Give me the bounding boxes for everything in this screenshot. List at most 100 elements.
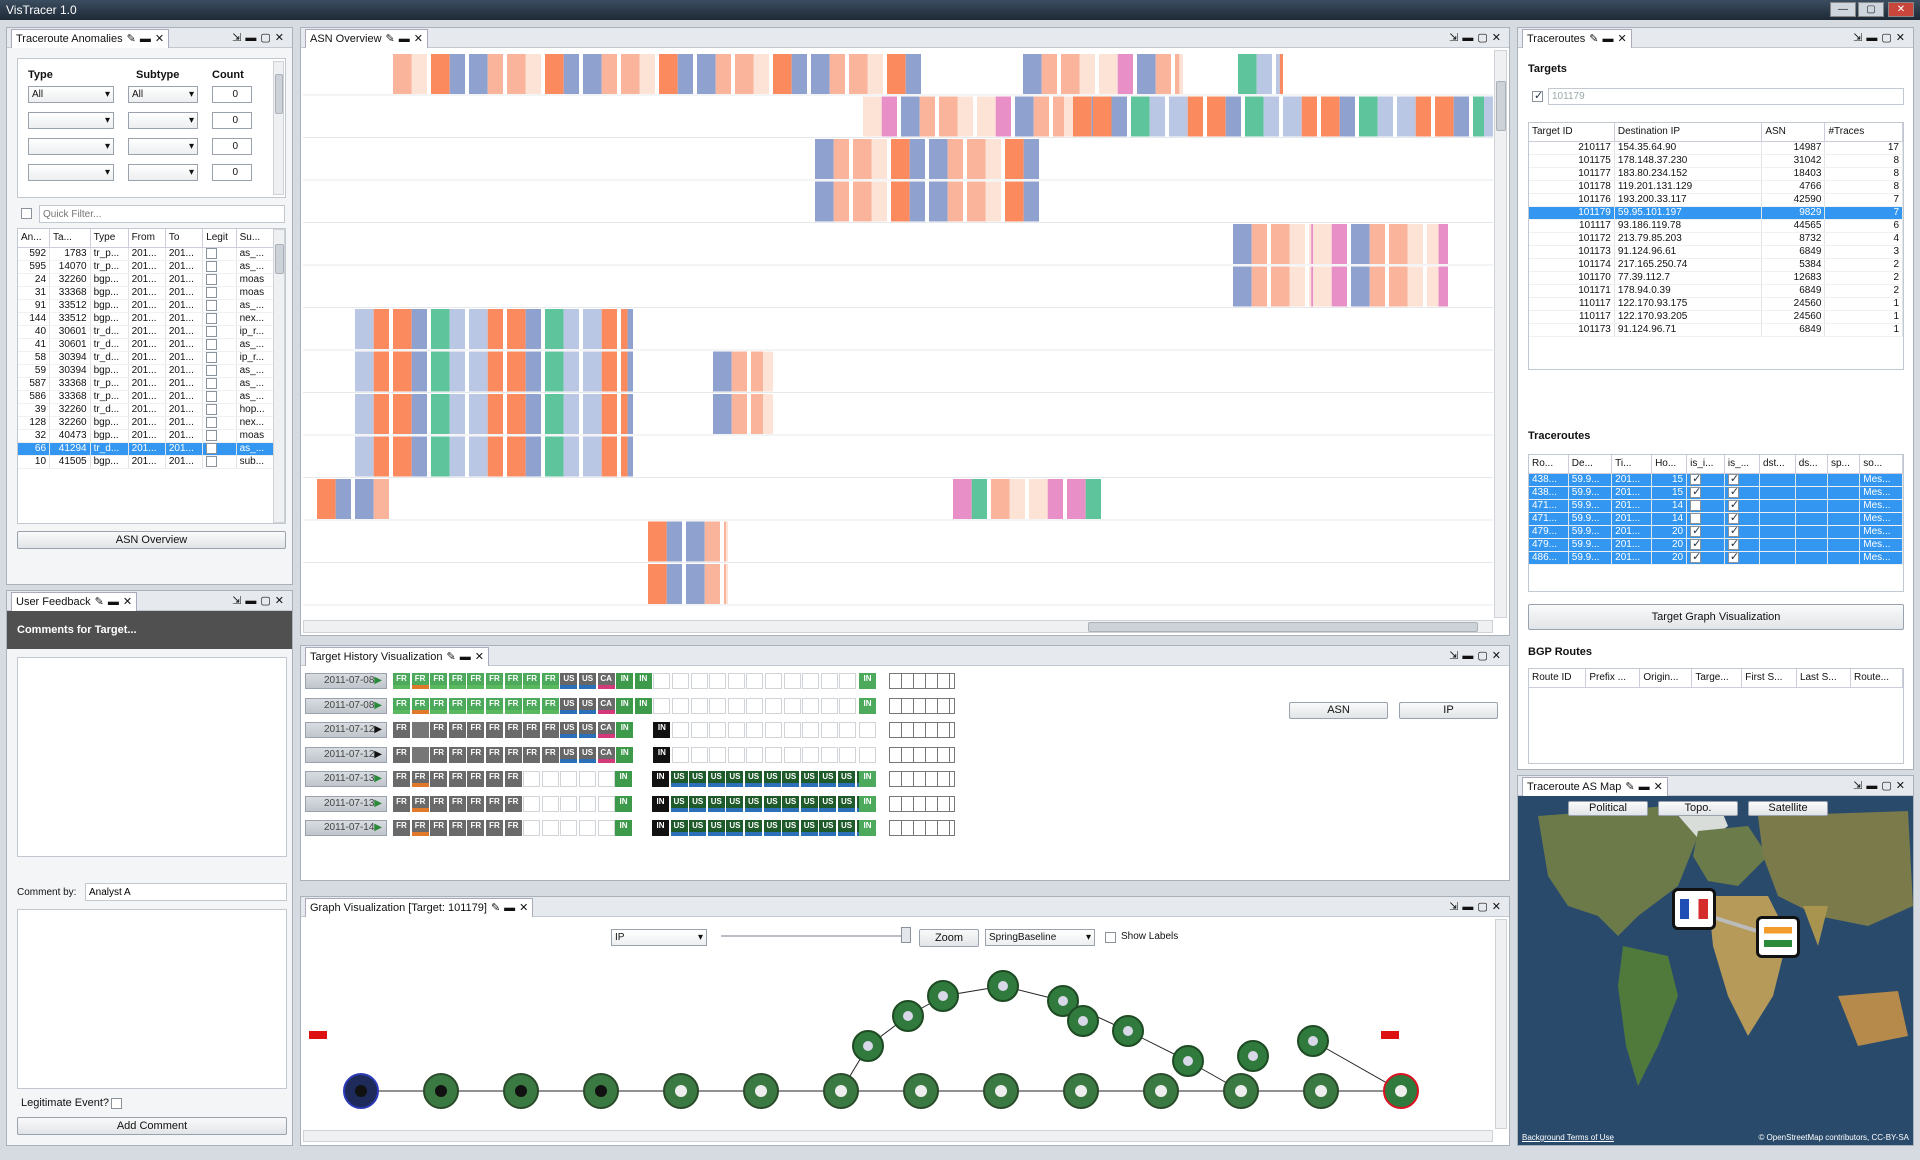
asn-block[interactable] bbox=[583, 351, 602, 392]
hop-cell[interactable] bbox=[411, 746, 429, 763]
hop-cell[interactable]: FR bbox=[486, 746, 503, 763]
type-select[interactable]: All bbox=[28, 86, 114, 103]
asn-block[interactable] bbox=[487, 351, 503, 392]
asn-block[interactable] bbox=[829, 54, 845, 94]
legit-checkbox[interactable] bbox=[206, 325, 218, 337]
close-window-button[interactable]: ✕ bbox=[1888, 2, 1914, 17]
bgp-column-header[interactable]: Origin... bbox=[1639, 669, 1693, 688]
hop-cell[interactable]: US bbox=[745, 795, 762, 812]
tab-graph-visualization[interactable]: Graph Visualization [Target: 101179] ✎ ▬ ✕ bbox=[305, 898, 534, 917]
asn-block[interactable] bbox=[881, 96, 897, 137]
hop-cell[interactable]: FR bbox=[541, 697, 559, 714]
asn-block[interactable] bbox=[627, 309, 633, 349]
asn-block[interactable] bbox=[1389, 266, 1408, 307]
asn-block[interactable] bbox=[957, 96, 973, 137]
hop-cell[interactable]: US bbox=[763, 820, 781, 836]
asn-block[interactable] bbox=[545, 54, 564, 94]
asn-block[interactable] bbox=[1438, 224, 1448, 264]
hop-cell[interactable]: US bbox=[819, 820, 837, 836]
route-column-header[interactable]: sp... bbox=[1827, 455, 1861, 474]
route-column-header[interactable]: Ho... bbox=[1651, 455, 1688, 474]
asn-block[interactable] bbox=[583, 54, 602, 94]
asn-block[interactable] bbox=[666, 564, 682, 604]
target-filter-input[interactable] bbox=[1548, 88, 1904, 105]
route-row[interactable]: 471...59.9...201...14 Mes... bbox=[1529, 499, 1903, 513]
hop-cell[interactable]: FR bbox=[393, 820, 410, 836]
hop-cell[interactable]: IN bbox=[616, 697, 634, 714]
route-column-header[interactable]: dst... bbox=[1759, 455, 1796, 474]
hop-cell[interactable]: IN bbox=[859, 795, 876, 812]
target-row[interactable]: 101173 91.124.96.61 6849 3 bbox=[1529, 245, 1903, 259]
history-date-button[interactable]: 2011-07-12 ▶ bbox=[305, 746, 387, 763]
anomaly-column-header[interactable]: Ta... bbox=[49, 229, 91, 248]
tab-target-history[interactable]: Target History Visualization ✎ ▬ ✕ bbox=[305, 647, 489, 666]
hop-cell[interactable]: FR bbox=[504, 771, 522, 787]
asn-block[interactable] bbox=[411, 394, 427, 434]
anomaly-column-header[interactable]: From bbox=[128, 229, 166, 248]
target-row[interactable]: 101172 213.79.85.203 8732 4 bbox=[1529, 232, 1903, 246]
asn-block[interactable] bbox=[411, 309, 427, 349]
hop-cell[interactable]: FR bbox=[523, 722, 541, 738]
anomaly-row[interactable]: 24 32260 bgp... 201... 201... moas bbox=[18, 273, 275, 287]
hop-cell[interactable]: IN bbox=[859, 771, 876, 787]
asn-horizontal-scrollbar[interactable] bbox=[303, 620, 1493, 633]
hop-cell[interactable]: FR bbox=[393, 771, 410, 787]
anomaly-row[interactable]: 595 14070 tr_p... 201... 201... as_... bbox=[18, 260, 275, 274]
route-flag-checkbox[interactable] bbox=[1727, 525, 1739, 537]
subtype-select[interactable] bbox=[128, 138, 198, 155]
comment-text-area[interactable] bbox=[17, 909, 287, 1089]
asn-block[interactable] bbox=[763, 394, 773, 434]
pin-icon[interactable]: ✎ bbox=[1625, 781, 1635, 793]
asn-block[interactable] bbox=[863, 96, 882, 137]
hop-cell[interactable]: FR bbox=[467, 722, 485, 738]
asn-block[interactable] bbox=[1041, 54, 1057, 94]
graph-node-flag[interactable] bbox=[1123, 1026, 1133, 1036]
topo-map-button[interactable]: Topo. bbox=[1658, 801, 1738, 816]
bgp-column-header[interactable]: Route... bbox=[1850, 669, 1903, 688]
anomaly-row[interactable]: 592 1783 tr_p... 201... 201... as_... bbox=[18, 247, 275, 261]
route-flag-checkbox[interactable] bbox=[1690, 473, 1701, 485]
asn-block[interactable] bbox=[1225, 96, 1241, 137]
layout-select[interactable]: SpringBaseline bbox=[985, 929, 1095, 946]
asn-block[interactable] bbox=[1149, 96, 1165, 137]
asn-block[interactable] bbox=[449, 54, 465, 94]
legit-checkbox[interactable] bbox=[206, 286, 218, 298]
asn-block[interactable] bbox=[977, 96, 996, 137]
asn-block[interactable] bbox=[1015, 96, 1034, 137]
hop-cell[interactable]: FR bbox=[411, 771, 429, 787]
asn-block[interactable] bbox=[507, 436, 526, 477]
minimize-icon[interactable]: ▬ bbox=[504, 902, 516, 914]
route-flag-checkbox[interactable] bbox=[1690, 525, 1701, 537]
graph-node-flag[interactable] bbox=[1308, 1036, 1318, 1046]
hop-cell[interactable]: US bbox=[745, 820, 762, 836]
legit-checkbox[interactable] bbox=[206, 273, 218, 285]
asn-block[interactable] bbox=[731, 394, 747, 434]
asn-block[interactable] bbox=[1111, 96, 1127, 137]
route-flag-checkbox[interactable] bbox=[1727, 538, 1739, 550]
graph-mode-select[interactable]: IP bbox=[611, 929, 707, 946]
asn-block[interactable] bbox=[763, 351, 773, 392]
asn-block[interactable] bbox=[1099, 54, 1118, 94]
asn-block[interactable] bbox=[431, 436, 450, 477]
asn-block[interactable] bbox=[487, 54, 503, 94]
graph-node-flag[interactable] bbox=[595, 1085, 607, 1097]
zoom-slider[interactable] bbox=[721, 935, 909, 937]
hop-cell[interactable]: FR bbox=[393, 746, 410, 763]
asn-block[interactable] bbox=[1179, 54, 1183, 94]
asn-block[interactable] bbox=[909, 139, 925, 179]
asn-block[interactable] bbox=[773, 54, 792, 94]
asn-block[interactable] bbox=[1085, 479, 1101, 519]
asn-block[interactable] bbox=[1438, 266, 1448, 307]
hop-cell[interactable]: US bbox=[579, 673, 596, 689]
route-flag-checkbox[interactable] bbox=[1727, 473, 1739, 485]
hop-cell[interactable]: US bbox=[579, 722, 596, 738]
asn-block[interactable] bbox=[373, 351, 389, 392]
target-row[interactable]: 101177 183.80.234.152 18403 8 bbox=[1529, 167, 1903, 181]
count-spinner[interactable]: 0 bbox=[212, 164, 252, 181]
asn-block[interactable] bbox=[791, 54, 807, 94]
hop-cell[interactable]: US bbox=[782, 795, 800, 812]
graph-node-flag[interactable] bbox=[1395, 1085, 1407, 1097]
hop-cell[interactable]: US bbox=[689, 820, 707, 836]
asn-block[interactable] bbox=[621, 351, 628, 392]
asn-block[interactable] bbox=[601, 436, 617, 477]
